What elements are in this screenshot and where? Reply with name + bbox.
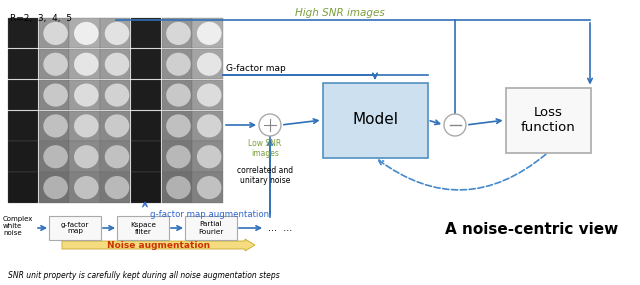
Bar <box>8 172 38 203</box>
Bar <box>131 141 161 172</box>
Bar <box>100 141 131 172</box>
Bar <box>161 141 192 172</box>
Bar <box>38 49 69 79</box>
Ellipse shape <box>166 114 191 137</box>
Text: correlated and
unitary noise: correlated and unitary noise <box>237 166 293 186</box>
Bar <box>69 49 100 79</box>
Bar <box>69 111 100 141</box>
Ellipse shape <box>166 84 191 107</box>
Bar <box>38 141 69 172</box>
Ellipse shape <box>74 176 99 199</box>
Text: ...  ...: ... ... <box>268 223 292 233</box>
Bar <box>8 18 38 48</box>
Circle shape <box>444 114 466 136</box>
Bar <box>161 111 192 141</box>
Bar <box>69 141 100 172</box>
Bar <box>131 172 161 203</box>
FancyBboxPatch shape <box>185 216 237 240</box>
Bar <box>131 111 161 141</box>
Bar <box>192 18 223 48</box>
Bar <box>100 18 131 48</box>
Bar <box>100 111 131 141</box>
Bar <box>38 172 69 203</box>
Text: Model: Model <box>352 113 398 127</box>
Ellipse shape <box>74 22 99 45</box>
Ellipse shape <box>197 84 221 107</box>
Bar <box>8 141 38 172</box>
Ellipse shape <box>105 53 129 76</box>
Bar <box>100 172 131 203</box>
Ellipse shape <box>44 176 68 199</box>
Ellipse shape <box>166 176 191 199</box>
Bar <box>161 49 192 79</box>
Ellipse shape <box>166 22 191 45</box>
Ellipse shape <box>44 114 68 137</box>
Bar <box>69 80 100 110</box>
Ellipse shape <box>197 176 221 199</box>
Ellipse shape <box>44 145 68 168</box>
Ellipse shape <box>44 22 68 45</box>
Ellipse shape <box>197 114 221 137</box>
Bar <box>38 111 69 141</box>
Bar <box>8 80 38 110</box>
Ellipse shape <box>197 53 221 76</box>
Text: Complex
white
noise: Complex white noise <box>3 216 33 236</box>
Bar <box>131 18 161 48</box>
Bar <box>192 111 223 141</box>
Ellipse shape <box>105 145 129 168</box>
Ellipse shape <box>166 145 191 168</box>
Bar <box>8 49 38 79</box>
Bar <box>69 18 100 48</box>
Ellipse shape <box>105 114 129 137</box>
Ellipse shape <box>197 145 221 168</box>
FancyArrow shape <box>62 239 255 251</box>
FancyBboxPatch shape <box>49 216 101 240</box>
Ellipse shape <box>197 22 221 45</box>
Bar <box>192 80 223 110</box>
Bar <box>192 172 223 203</box>
Bar <box>131 80 161 110</box>
Bar <box>192 49 223 79</box>
Bar <box>100 49 131 79</box>
Ellipse shape <box>74 53 99 76</box>
Text: Low SNR
images: Low SNR images <box>248 139 282 158</box>
Bar <box>100 80 131 110</box>
Bar <box>8 111 38 141</box>
FancyBboxPatch shape <box>117 216 169 240</box>
Ellipse shape <box>44 53 68 76</box>
Text: R=2,  3,  4,  5: R=2, 3, 4, 5 <box>10 14 72 23</box>
Text: Partial
Fourier: Partial Fourier <box>198 221 224 235</box>
Ellipse shape <box>166 53 191 76</box>
Text: A noise-centric view: A noise-centric view <box>445 223 618 237</box>
Bar <box>131 49 161 79</box>
Bar <box>38 80 69 110</box>
Bar <box>38 18 69 48</box>
FancyBboxPatch shape <box>506 87 591 152</box>
Ellipse shape <box>74 114 99 137</box>
Ellipse shape <box>74 84 99 107</box>
Bar <box>161 172 192 203</box>
Bar <box>161 18 192 48</box>
Circle shape <box>259 114 281 136</box>
Ellipse shape <box>44 84 68 107</box>
Bar <box>192 141 223 172</box>
Text: G-factor map: G-factor map <box>226 64 285 73</box>
Text: Kspace
filter: Kspace filter <box>130 221 156 235</box>
FancyArrowPatch shape <box>379 154 546 190</box>
Ellipse shape <box>105 22 129 45</box>
Bar <box>69 172 100 203</box>
Ellipse shape <box>105 176 129 199</box>
Bar <box>161 80 192 110</box>
Text: g-factor map augmentation: g-factor map augmentation <box>150 210 269 219</box>
Text: Noise augmentation: Noise augmentation <box>107 241 210 249</box>
Text: Loss
function: Loss function <box>520 106 575 134</box>
Ellipse shape <box>105 84 129 107</box>
Text: SNR unit property is carefully kept during all noise augmentation steps: SNR unit property is carefully kept duri… <box>8 271 280 280</box>
Text: High SNR images: High SNR images <box>295 8 385 18</box>
Ellipse shape <box>74 145 99 168</box>
FancyBboxPatch shape <box>323 82 428 158</box>
Text: g-factor
map: g-factor map <box>61 221 89 235</box>
